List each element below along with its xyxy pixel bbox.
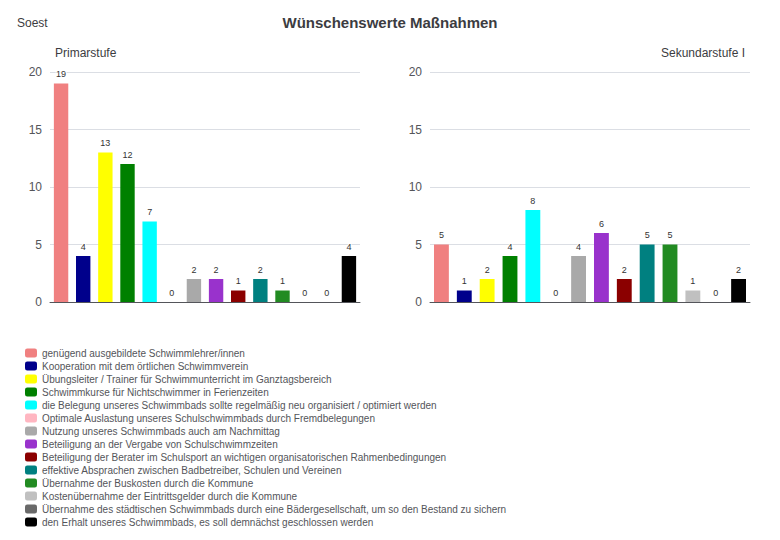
svg-text:Kooperation mit dem örtlichen: Kooperation mit dem örtlichen Schwimmver…: [42, 361, 248, 372]
svg-text:Beteiligung an der Vergabe von: Beteiligung an der Vergabe von Schulschw…: [42, 439, 278, 450]
svg-text:die Belegung unseres Schwimmba: die Belegung unseres Schwimmbads sollte …: [42, 400, 437, 411]
svg-text:15: 15: [29, 123, 43, 137]
svg-text:20: 20: [29, 65, 43, 79]
svg-text:0: 0: [713, 288, 718, 298]
svg-text:0: 0: [553, 288, 558, 298]
svg-text:Schwimmkurse für Nichtschwimme: Schwimmkurse für Nichtschwimmer in Ferie…: [42, 387, 269, 398]
svg-text:Kostenübernahme der Eintrittsg: Kostenübernahme der Eintrittsgelder durc…: [42, 491, 298, 502]
svg-text:0: 0: [35, 295, 42, 309]
svg-text:10: 10: [29, 180, 43, 194]
svg-text:2: 2: [191, 265, 196, 275]
svg-text:2: 2: [214, 265, 219, 275]
svg-text:Soest: Soest: [17, 16, 48, 30]
svg-text:Wünschenswerte Maßnahmen: Wünschenswerte Maßnahmen: [282, 14, 497, 31]
svg-text:1: 1: [690, 276, 695, 286]
svg-text:5: 5: [35, 238, 42, 252]
svg-text:Optimale Auslastung unseres Sc: Optimale Auslastung unseres Schulschwimm…: [42, 413, 375, 424]
svg-text:1: 1: [280, 276, 285, 286]
svg-text:Nutzung unseres Schwimmbads au: Nutzung unseres Schwimmbads auch am Nach…: [42, 426, 280, 437]
svg-text:Beteiligung der Berater im Sch: Beteiligung der Berater im Schulsport an…: [42, 452, 446, 463]
svg-text:Übungsleiter / Trainer für Sch: Übungsleiter / Trainer für Schwimmunterr…: [42, 374, 332, 385]
svg-text:Übernahme der Buskosten durch: Übernahme der Buskosten durch die Kommun…: [42, 478, 254, 489]
svg-text:13: 13: [100, 138, 110, 148]
svg-text:Primarstufe: Primarstufe: [55, 46, 117, 60]
svg-text:5: 5: [645, 230, 650, 240]
svg-text:2: 2: [736, 265, 741, 275]
svg-text:effektive Absprachen zwischen: effektive Absprachen zwischen Badbetreib…: [42, 465, 341, 476]
svg-text:5: 5: [439, 230, 444, 240]
svg-text:4: 4: [346, 242, 351, 252]
svg-text:2: 2: [258, 265, 263, 275]
svg-text:5: 5: [415, 238, 422, 252]
svg-text:Sekundarstufe I: Sekundarstufe I: [661, 46, 745, 60]
svg-text:6: 6: [599, 219, 604, 229]
svg-text:7: 7: [147, 207, 152, 217]
svg-text:4: 4: [81, 242, 86, 252]
svg-text:8: 8: [530, 196, 535, 206]
svg-text:5: 5: [667, 230, 672, 240]
svg-text:Übernahme des städtischen Schw: Übernahme des städtischen Schwimmbads du…: [42, 504, 506, 515]
svg-text:12: 12: [122, 150, 132, 160]
svg-text:1: 1: [236, 276, 241, 286]
svg-text:15: 15: [409, 123, 423, 137]
svg-text:0: 0: [302, 288, 307, 298]
svg-text:genügend ausgebildete Schwimml: genügend ausgebildete Schwimmlehrer/inne…: [42, 348, 245, 359]
svg-text:1: 1: [462, 276, 467, 286]
svg-text:den Erhalt unseres Schwimmbads: den Erhalt unseres Schwimmbads, es soll …: [42, 517, 373, 528]
svg-text:2: 2: [485, 265, 490, 275]
svg-text:10: 10: [409, 180, 423, 194]
svg-text:4: 4: [507, 242, 512, 252]
svg-text:2: 2: [622, 265, 627, 275]
svg-text:0: 0: [169, 288, 174, 298]
svg-text:19: 19: [56, 69, 66, 79]
svg-text:0: 0: [415, 295, 422, 309]
svg-text:4: 4: [576, 242, 581, 252]
svg-text:0: 0: [324, 288, 329, 298]
svg-text:20: 20: [409, 65, 423, 79]
